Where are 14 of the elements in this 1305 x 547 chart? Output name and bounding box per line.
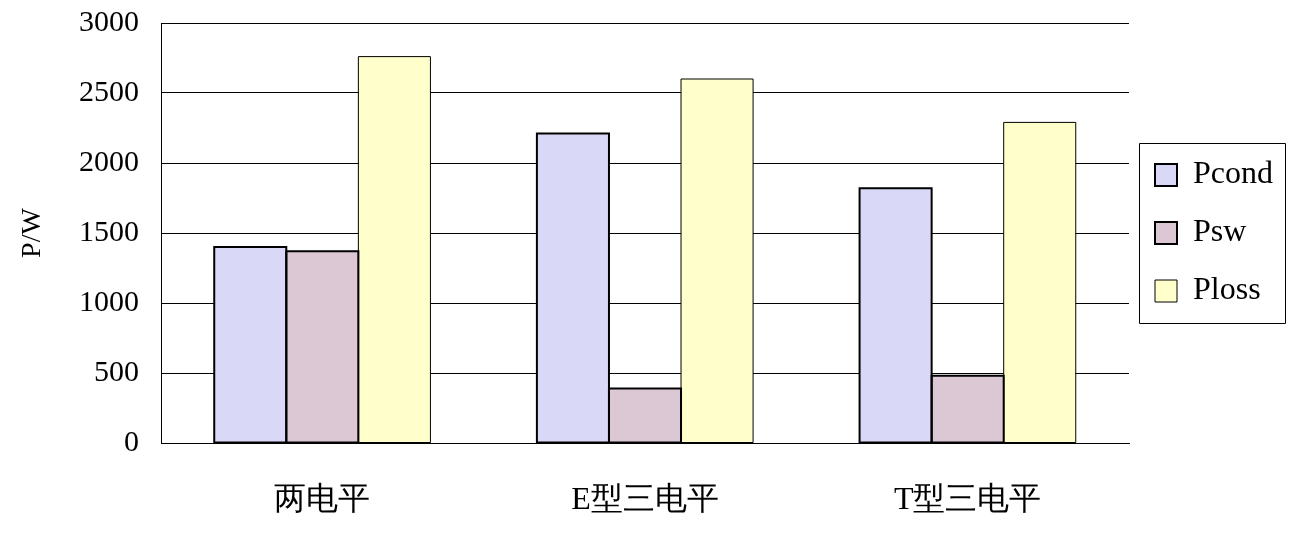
y-tick-label: 3000 <box>79 3 139 37</box>
y-tick-label: 0 <box>124 423 139 457</box>
y-tick-label: 2500 <box>79 73 139 107</box>
x-tick-label: T型三电平 <box>893 479 1042 516</box>
y-tick-label: 1000 <box>79 283 139 317</box>
legend-label: Ploss <box>1193 270 1261 307</box>
y-tick-label: 2000 <box>79 143 139 177</box>
legend-label: Pcond <box>1193 154 1273 191</box>
x-tick-label: 两电平 <box>274 479 371 516</box>
y-axis-title: P/W <box>15 207 47 258</box>
y-tick-label: 500 <box>94 353 139 387</box>
x-tick-label: E型三电平 <box>571 479 719 516</box>
y-tick-label: 1500 <box>79 213 139 247</box>
legend-label: Psw <box>1193 212 1247 249</box>
